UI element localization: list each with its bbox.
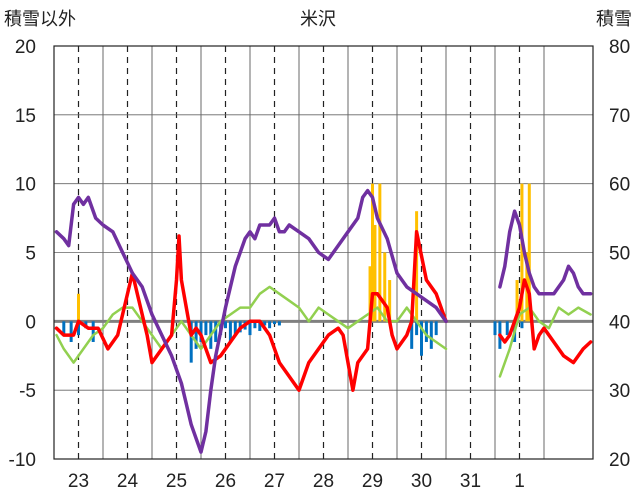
x-tick-label: 30 (411, 471, 432, 492)
blue-bar (77, 321, 80, 336)
blue-bar (204, 321, 208, 336)
right-tick-label: 40 (609, 312, 630, 333)
orange-bar (373, 224, 377, 322)
red-series-line (54, 230, 593, 392)
green-series-line (55, 285, 592, 378)
orange-bar (415, 211, 419, 322)
blue-bar (415, 321, 419, 336)
x-tick-label: 31 (460, 471, 481, 492)
blue-bar (410, 321, 414, 349)
x-tick-label: 27 (264, 471, 285, 492)
right-tick-label: 20 (609, 450, 630, 471)
right-tick-label: 60 (609, 175, 630, 196)
blue-bar (420, 321, 423, 356)
blue-bar (263, 321, 267, 326)
blue-bar (224, 321, 227, 329)
purple-series-line (54, 188, 593, 454)
x-tick-label: 1 (514, 471, 525, 492)
blue-bar (228, 321, 232, 342)
blue-bar (520, 321, 524, 329)
blue-bar (429, 321, 433, 349)
blue-bar (268, 321, 272, 329)
orange-bar (378, 183, 382, 322)
blue-bar (277, 321, 281, 326)
left-tick-label: 0 (25, 312, 36, 333)
blue-bar (253, 321, 257, 329)
blue-bar (69, 321, 73, 342)
x-tick-label: 23 (68, 471, 89, 492)
left-axis-label: 積雪以外 (4, 9, 76, 29)
right-tick-label: 80 (609, 37, 630, 58)
blue-bar (91, 321, 95, 342)
blue-bar (248, 321, 252, 336)
grid (54, 45, 593, 460)
x-tick-label: 26 (215, 471, 236, 492)
orange-bar (371, 183, 374, 322)
orange-bar (388, 280, 392, 322)
blue-bar (194, 321, 198, 349)
left-tick-label: 20 (15, 37, 36, 58)
orange-bar (368, 266, 372, 322)
blue-bar (424, 321, 428, 342)
series-lines (54, 188, 593, 454)
left-tick-label: 15 (15, 106, 36, 127)
orange-bar (520, 183, 524, 322)
plot-frame (53, 45, 594, 460)
blue-bar (434, 321, 438, 336)
blue-bar (493, 321, 497, 336)
x-tick-label: 25 (166, 471, 187, 492)
left-tick-label: 5 (25, 244, 36, 265)
x-tick-label: 28 (313, 471, 334, 492)
orange-bar (515, 280, 519, 322)
right-tick-label: 30 (609, 381, 630, 402)
blue-bar (214, 321, 218, 342)
right-tick-label: 50 (609, 244, 630, 265)
x-tick-label: 24 (117, 471, 139, 492)
blue-bar (258, 321, 262, 331)
left-tick-label: -5 (19, 381, 36, 402)
blue-bar (505, 321, 509, 336)
orange-bar (77, 293, 80, 322)
blue-bar (199, 321, 203, 342)
orange-bar (527, 183, 531, 322)
orange-bar (383, 252, 387, 322)
blue-bar (62, 321, 66, 336)
left-tick-label: 10 (15, 175, 36, 196)
x-tick-label: 29 (362, 471, 383, 492)
right-tick-label: 70 (609, 106, 630, 127)
blue-bar (273, 321, 276, 325)
left-tick-label: -10 (9, 450, 36, 471)
chart-title: 米沢 (300, 9, 336, 29)
right-axis-label: 積雪 (596, 9, 632, 29)
blue-bar (233, 321, 237, 336)
blue-bar (189, 321, 193, 363)
